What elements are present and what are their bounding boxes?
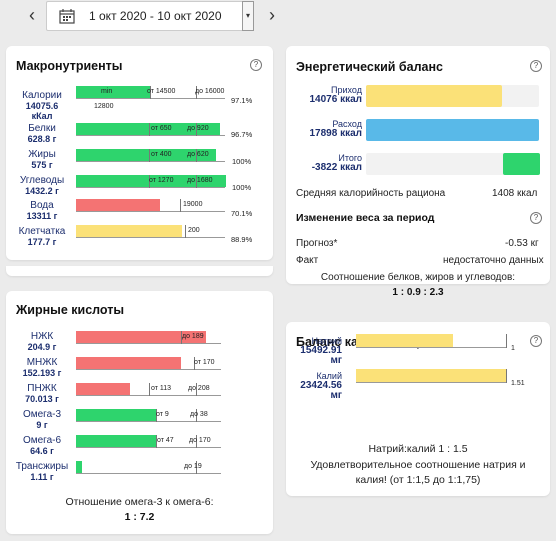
calories-from: от 14500: [147, 88, 176, 95]
fiber-norm: 200: [188, 227, 200, 234]
fatty-acids-title: Жирные кислоты: [16, 303, 125, 317]
trans-bar: [76, 461, 82, 473]
weight-change-title: Изменение веса за период: [296, 212, 435, 224]
macronutrients-card: Макронутриенты ? Калории 14075.6 кКал mi…: [6, 46, 273, 260]
date-dropdown-button[interactable]: ▾: [242, 1, 254, 31]
carbs-pct: 100%: [232, 183, 252, 192]
saturated-bar: [76, 331, 206, 343]
calories-min: min: [101, 88, 113, 95]
fat-row-omega6-label: Омега-6 64.6 г: [22, 435, 62, 457]
protein-to: до 920: [187, 125, 209, 132]
fat-row-saturated-label: НЖК 204.9 г: [27, 331, 57, 353]
macro-row-carbs-label: Углеводы 1432.2 г: [19, 175, 65, 197]
omega6-to: до 170: [189, 437, 211, 444]
poly-from: от 113: [151, 385, 172, 392]
fatty-acids-card: Жирные кислоты НЖК 204.9 г до 189 МНЖК 152…: [6, 291, 273, 534]
fat-row-trans-label: Трансжиры 1.11 г: [15, 461, 69, 483]
potassium-label: Калий 23424.56 мг: [300, 371, 342, 401]
omega-ratio-label: Отношение омега-3 к омега-6:: [65, 496, 214, 508]
avg-calorie-value: 1408 ккал: [492, 188, 538, 199]
total-track: [366, 153, 539, 175]
fiber-pct: 88.9%: [231, 235, 253, 244]
help-icon[interactable]: ?: [530, 60, 542, 72]
fiber-bar: [76, 225, 182, 237]
calories-min-value: 12800: [94, 103, 114, 110]
macro-row-water-label: Вода 13311 г: [26, 200, 58, 222]
expense-label: Расход 17898 ккал: [309, 119, 362, 139]
bju-ratio-label: Соотношение белков, жиров и углеводов:: [320, 272, 516, 283]
mono-bar: [76, 357, 181, 369]
na-k-status-line1: Удовлетворительное соотношение натрия и: [310, 459, 526, 471]
potassium-ratio: 1.51: [511, 380, 525, 387]
fact-label: Факт: [296, 255, 319, 266]
prev-period-button[interactable]: ‹: [29, 5, 35, 25]
na-k-ratio: Натрий:калий 1 : 1.5: [368, 443, 468, 455]
omega-ratio-value: 1 : 7.2: [124, 511, 155, 523]
fat-row-omega3-label: Омега-3 9 г: [22, 409, 62, 431]
calories-to: до 16000: [195, 88, 225, 95]
poly-bar: [76, 383, 130, 395]
card-strip: [6, 266, 273, 276]
income-label: Приход 14076 ккал: [309, 85, 362, 105]
fat-row-poly-label: ПНЖК 70.013 г: [25, 383, 59, 405]
next-period-button[interactable]: ›: [269, 5, 275, 25]
mono-norm: от 170: [194, 359, 215, 366]
energy-balance-card: Энергетический баланс ? Приход 14076 ккал…: [286, 46, 550, 284]
macro-row-fat-label: Жиры 575 г: [28, 149, 56, 171]
expense-bar: [366, 119, 539, 141]
carbs-to: до 1680: [187, 177, 213, 184]
protein-pct: 96.7%: [231, 130, 253, 139]
potassium-bar: [356, 369, 506, 382]
help-icon[interactable]: ?: [530, 335, 542, 347]
avg-calorie-label: Средняя калорийность рациона: [296, 188, 446, 199]
fat-to: до 620: [187, 151, 209, 158]
fact-value: недостаточно данных: [443, 255, 544, 266]
omega3-to: до 38: [190, 411, 208, 418]
carbs-from: от 1270: [149, 177, 174, 184]
omega3-from: от 9: [156, 411, 169, 418]
omega6-from: от 47: [157, 437, 174, 444]
date-range-picker[interactable]: 1 окт 2020 - 10 окт 2020 ▾: [46, 1, 254, 31]
date-toolbar: ‹ 1 окт 2020 - 10 окт 2020 ▾ ›: [0, 0, 556, 34]
water-norm: 19000: [183, 201, 203, 208]
total-label: Итого -3822 ккал: [311, 153, 362, 173]
help-icon[interactable]: ?: [530, 212, 542, 224]
macronutrients-title: Макронутриенты: [16, 59, 123, 73]
sodium-ratio: 1: [511, 345, 515, 352]
poly-to: до 208: [188, 385, 210, 392]
fat-from: от 400: [151, 151, 172, 158]
total-bar: [503, 153, 540, 175]
forecast-label: Прогноз*: [296, 238, 338, 249]
date-range-text: 1 окт 2020 - 10 окт 2020: [89, 9, 222, 23]
omega3-bar: [76, 409, 156, 421]
water-pct: 70.1%: [231, 209, 253, 218]
income-bar: [366, 85, 502, 107]
fat-pct: 100%: [232, 157, 252, 166]
calendar-icon: [59, 9, 75, 24]
fat-bar: [76, 149, 216, 161]
macro-row-fiber-label: Клетчатка 177.7 г: [18, 226, 66, 248]
sodium-bar: [356, 334, 453, 347]
water-bar: [76, 199, 160, 211]
na-k-status-line2: калия! (от 1:1,5 до 1:1,75): [355, 474, 481, 486]
bju-ratio-value: 1 : 0.9 : 2.3: [392, 287, 444, 298]
fat-row-mono-label: МНЖК 152.193 г: [22, 357, 62, 379]
help-icon[interactable]: ?: [250, 59, 262, 71]
omega6-bar: [76, 435, 156, 447]
saturated-norm: до 189: [182, 333, 204, 340]
macro-row-protein-label: Белки 628.8 г: [27, 123, 57, 145]
macro-row-calories-label: Калории 14075.6 кКал: [22, 90, 62, 122]
sodium-label: Натрий 15492.91 мг: [300, 336, 342, 366]
calories-pct: 97.1%: [231, 96, 253, 105]
protein-from: от 650: [151, 125, 172, 132]
protein-bar: [76, 123, 220, 135]
calories-bar: [76, 86, 150, 98]
forecast-value: -0.53 кг: [505, 238, 539, 249]
energy-title: Энергетический баланс: [296, 60, 443, 74]
trans-norm: до 19: [184, 463, 202, 470]
carbs-bar: [76, 175, 226, 187]
